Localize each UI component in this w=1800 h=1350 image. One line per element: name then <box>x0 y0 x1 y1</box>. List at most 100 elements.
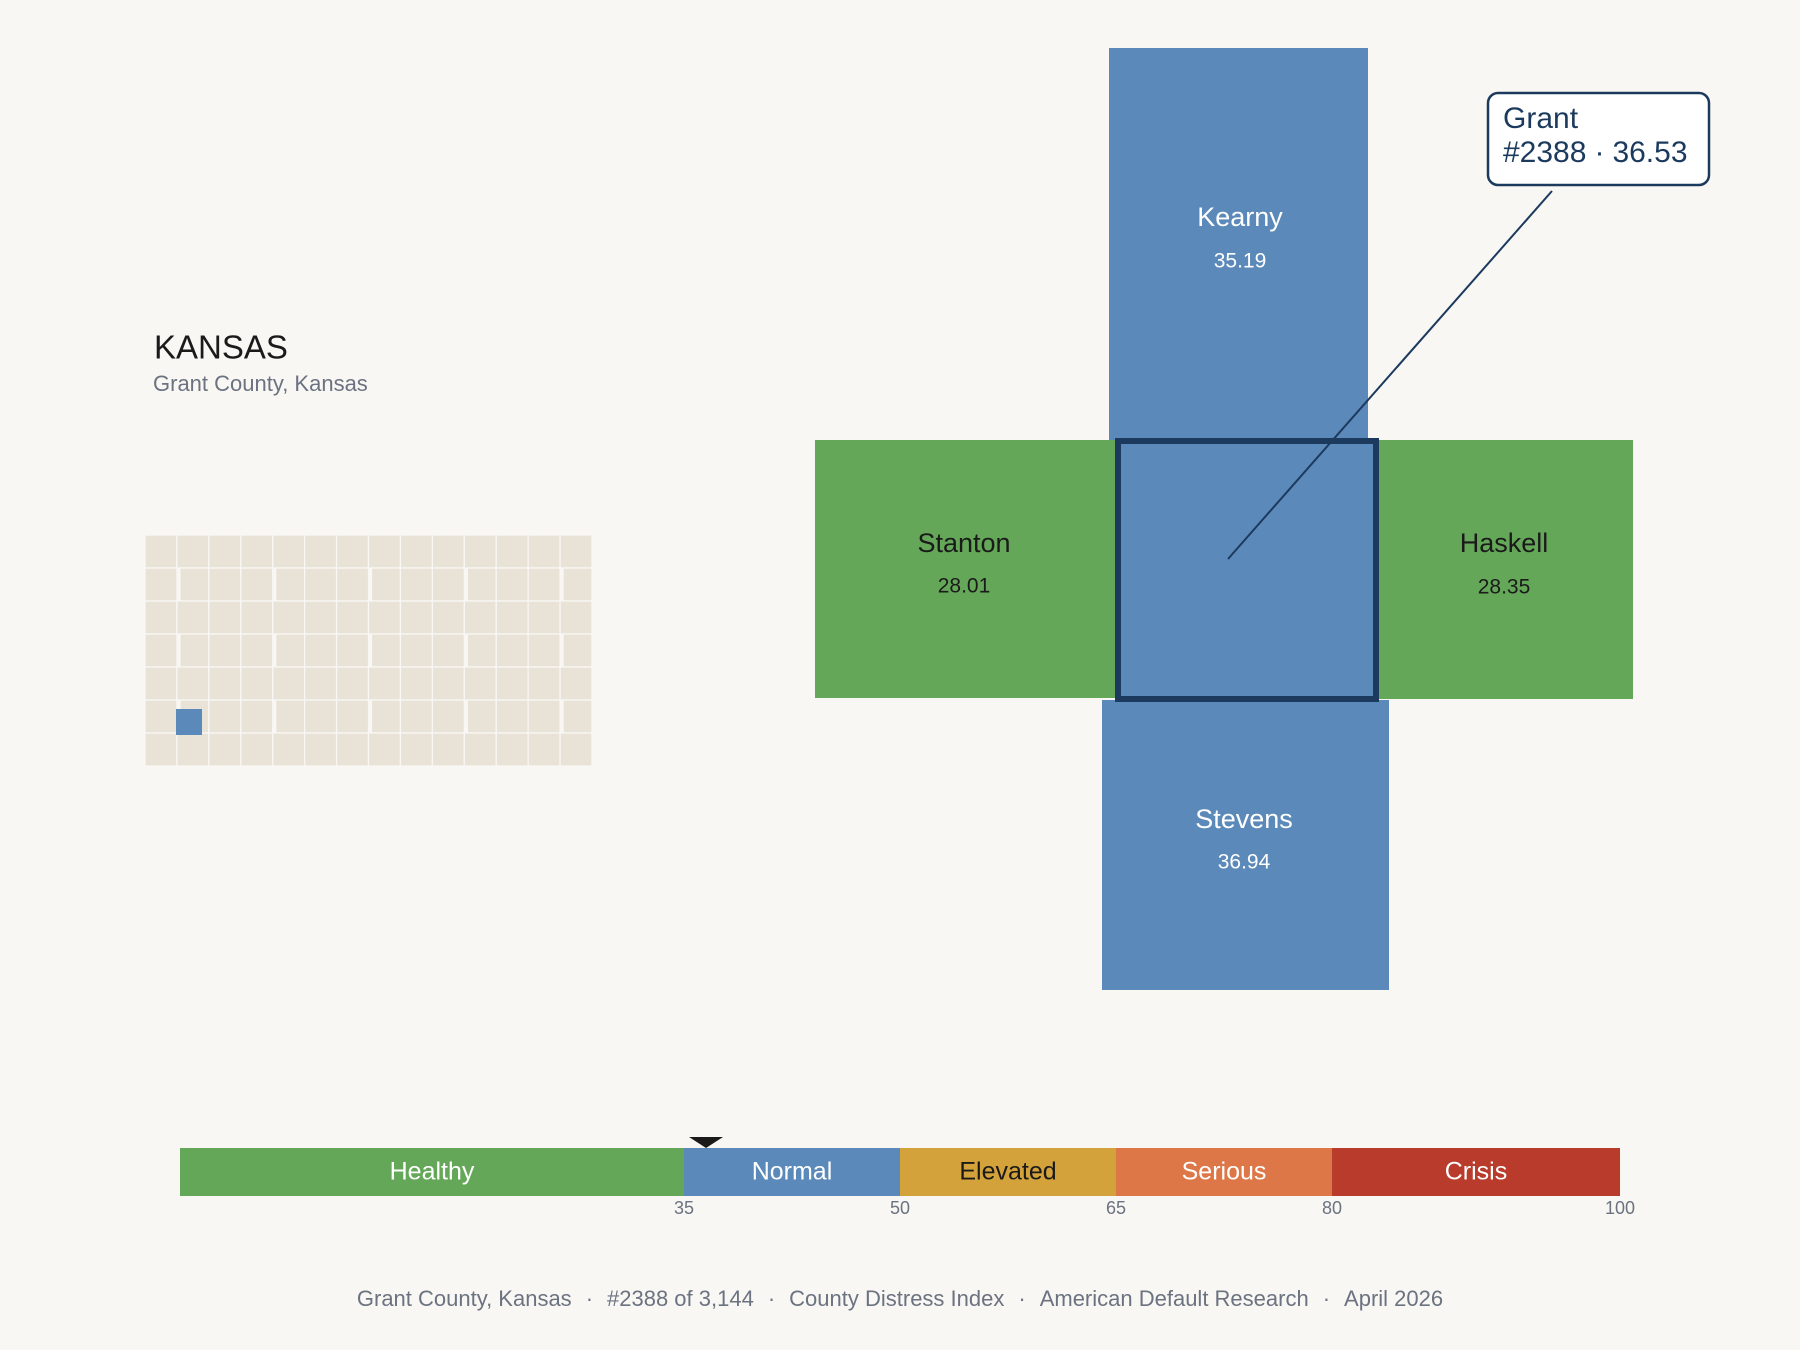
county-value: 28.01 <box>938 575 991 598</box>
county-cell <box>495 567 529 602</box>
footer-separator: · <box>1323 1286 1330 1311</box>
neighbor-map: Kearny 35.19 Stanton 28.01 Haskell 28.35 Steve… <box>815 48 1633 990</box>
county-cell <box>367 534 402 569</box>
county-cell <box>144 732 178 767</box>
tick-label: 80 <box>1322 1198 1342 1218</box>
county-cell <box>559 600 593 635</box>
county-cell <box>463 666 497 701</box>
county-cell <box>370 633 402 668</box>
tick-label: 65 <box>1106 1198 1126 1218</box>
county-cell <box>275 633 306 668</box>
county-cell <box>431 633 465 668</box>
county-cell <box>527 567 561 602</box>
callout-score: 36.53 <box>1612 136 1687 169</box>
county-cell <box>431 732 465 767</box>
county-cell <box>335 567 370 602</box>
county-cell <box>179 567 210 602</box>
scale-band <box>900 1148 1116 1196</box>
focus-county <box>1115 438 1379 702</box>
county-cell <box>466 567 497 602</box>
county-cell <box>272 666 306 701</box>
footer-item: American Default Research <box>1040 1286 1309 1311</box>
county-cell <box>367 600 402 635</box>
county-cell <box>208 699 242 734</box>
callout-rank: #2388 <box>1503 136 1586 169</box>
county-cell <box>562 633 593 668</box>
leader-line <box>1227 190 1553 560</box>
county-cell <box>527 633 561 668</box>
callout-box <box>1486 91 1711 187</box>
county-cell <box>208 666 242 701</box>
county-value: 36.94 <box>1218 851 1271 874</box>
county-cell <box>176 732 210 767</box>
county-cell <box>275 567 306 602</box>
county-cell <box>144 567 178 602</box>
county-cell <box>272 732 306 767</box>
county-cell <box>431 534 465 569</box>
county-cell <box>463 732 497 767</box>
callout-name: Grant <box>1503 102 1579 135</box>
county-cell <box>240 600 274 635</box>
distress-scale: Healthy Normal Elevated Serious Crisis 35 50 65… <box>180 1137 1635 1218</box>
county-cell <box>367 732 402 767</box>
county-cell <box>240 534 274 569</box>
county-cell <box>208 633 242 668</box>
county-cell <box>431 699 465 734</box>
footer-item: Grant County, Kansas <box>357 1286 572 1311</box>
county-cell <box>399 567 434 602</box>
scale-band <box>684 1148 900 1196</box>
county-cell <box>208 732 242 767</box>
tick-label: 50 <box>890 1198 910 1218</box>
county-cell <box>144 666 178 701</box>
footer-text: Grant County, Kansas · #2388 of 3,144 · Coun… <box>357 1286 1443 1311</box>
footer-separator: · <box>586 1286 593 1311</box>
neighbor-county <box>1102 700 1389 990</box>
footer-item: April 2026 <box>1344 1286 1443 1311</box>
footer-item: County Distress Index <box>789 1286 1004 1311</box>
band-label: Normal <box>752 1158 833 1186</box>
county-cell <box>399 633 434 668</box>
county-cell <box>303 666 338 701</box>
county-cell <box>495 534 529 569</box>
tick-label: 35 <box>674 1198 694 1218</box>
county-cell <box>527 534 561 569</box>
county-cell <box>527 699 561 734</box>
county-cell <box>431 600 465 635</box>
county-cell <box>399 600 434 635</box>
callout-separator: · <box>1594 136 1604 169</box>
county-cell <box>399 699 434 734</box>
county-cell <box>240 567 274 602</box>
county-cell <box>559 534 593 569</box>
county-cell <box>144 534 178 569</box>
county-cell <box>240 732 274 767</box>
county-cell <box>562 699 593 734</box>
county-cell <box>495 699 529 734</box>
score-marker <box>689 1137 724 1148</box>
neighbor-county <box>1378 440 1633 699</box>
county-cell <box>495 600 529 635</box>
county-cell <box>303 534 338 569</box>
county-name: Kearny <box>1197 202 1283 232</box>
county-name: Stanton <box>917 528 1010 558</box>
county-cell <box>367 666 402 701</box>
band-label: Elevated <box>959 1158 1056 1186</box>
county-value: 35.19 <box>1214 250 1267 273</box>
county-cell <box>176 666 210 701</box>
county-cell <box>559 732 593 767</box>
county-cell <box>463 600 497 635</box>
county-cell <box>303 633 338 668</box>
county-cell <box>240 633 274 668</box>
county-cell <box>370 699 402 734</box>
county-cell <box>431 567 465 602</box>
county-cell <box>527 600 561 635</box>
county-cell <box>335 732 370 767</box>
county-cell <box>463 534 497 569</box>
county-cell <box>431 666 465 701</box>
county-cell <box>303 699 338 734</box>
footer-separator: · <box>1018 1286 1025 1311</box>
county-cell <box>272 600 306 635</box>
county-cell <box>399 666 434 701</box>
county-cell <box>370 567 402 602</box>
